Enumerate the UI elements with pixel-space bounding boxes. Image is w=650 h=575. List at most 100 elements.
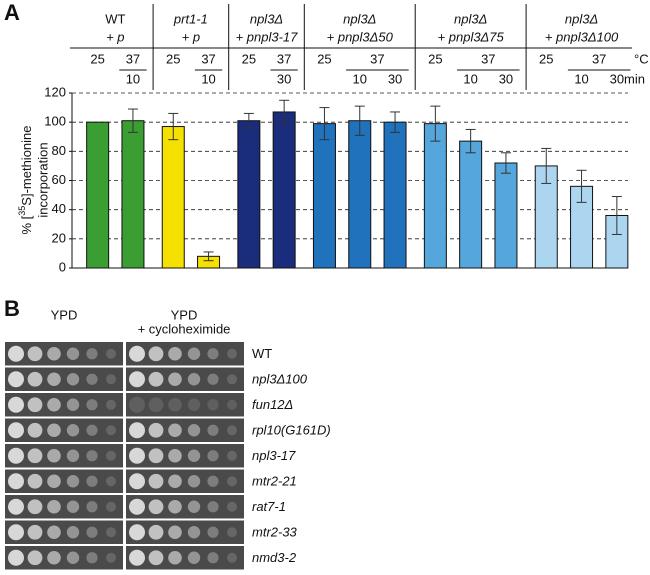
spot: [227, 348, 237, 359]
y-tick-label: 40: [52, 201, 66, 216]
bar: [312, 123, 336, 269]
spot: [106, 399, 116, 410]
time: 30: [610, 71, 624, 86]
spot: [129, 396, 145, 413]
spot: [86, 526, 98, 538]
group-plasmid: + p: [106, 29, 124, 44]
spot: [47, 423, 61, 438]
spot: [207, 373, 219, 385]
spot: [86, 399, 98, 411]
spot: [168, 448, 182, 463]
spot: [148, 448, 164, 464]
spot: [8, 524, 24, 541]
panel-label: B: [4, 296, 20, 321]
group-name: prt1-1: [173, 11, 208, 26]
spot: [187, 373, 201, 386]
spot: [27, 524, 43, 540]
spot: [168, 372, 182, 387]
spot: [187, 424, 201, 437]
bar: [86, 121, 110, 269]
y-axis-label: % [35S]-methionine: [17, 125, 34, 234]
spot: [168, 550, 182, 565]
y-tick-label: 120: [44, 84, 66, 99]
strain-label: npl3-17: [252, 448, 296, 463]
spot: [187, 347, 201, 360]
spot: [66, 424, 80, 437]
group-name: npl3Δ: [343, 11, 376, 26]
spot: [227, 501, 237, 512]
spot: [227, 476, 237, 487]
spot: [187, 449, 201, 462]
spot: [27, 499, 43, 515]
spot: [129, 345, 145, 362]
spot: [27, 397, 43, 413]
temperature: 37: [592, 51, 606, 66]
spot: [148, 550, 164, 566]
group-name: npl3Δ: [565, 11, 598, 26]
temperature: 37: [370, 51, 384, 66]
spot: [47, 397, 61, 412]
spot: [207, 399, 219, 411]
spot: [27, 346, 43, 362]
y-tick-label: 20: [52, 230, 66, 245]
spot: [106, 552, 116, 563]
spot: [8, 422, 24, 439]
spot: [227, 450, 237, 461]
spot: [27, 422, 43, 438]
unit: °C: [634, 51, 649, 66]
spot: [207, 475, 219, 487]
temperature: 25: [166, 51, 180, 66]
strain-label: npl3Δ100: [252, 372, 308, 387]
spot: [129, 447, 145, 464]
spot: [207, 552, 219, 564]
spot: [8, 473, 24, 490]
spot: [187, 500, 201, 513]
spot: [47, 474, 61, 489]
spot: [148, 346, 164, 362]
spot: [148, 397, 164, 413]
spot: [8, 549, 24, 566]
spot: [168, 423, 182, 438]
spot: [129, 549, 145, 566]
group-plasmid: + p: [182, 29, 200, 44]
temperature: 25: [242, 51, 256, 66]
spot: [86, 501, 98, 513]
spot: [106, 374, 116, 385]
spot: [106, 501, 116, 512]
spot: [148, 473, 164, 489]
spot: [86, 424, 98, 436]
temperature: 37: [126, 51, 140, 66]
group-name: WT: [105, 11, 125, 26]
spot: [47, 346, 61, 361]
temperature: 25: [539, 51, 553, 66]
spot: [106, 450, 116, 461]
spot: [207, 526, 219, 538]
spot: [148, 499, 164, 515]
plate: [126, 393, 244, 417]
spot: [8, 371, 24, 388]
spot: [106, 348, 116, 359]
medium-label: YPD: [51, 307, 78, 322]
strain-label: fun12Δ: [252, 397, 293, 412]
spot: [187, 551, 201, 564]
spot: [148, 371, 164, 387]
spot: [207, 424, 219, 436]
strain-label: mtr2-21: [252, 474, 297, 489]
time: 10: [201, 71, 215, 86]
spot: [168, 397, 182, 412]
bar: [161, 126, 185, 269]
time: 30: [499, 71, 513, 86]
spot: [66, 475, 80, 488]
spot: [148, 524, 164, 540]
group-plasmid: + pnpl3Δ100: [545, 29, 619, 44]
group-plasmid: + pnpl3-17: [236, 29, 299, 44]
strain-label: rpl10(G161D): [252, 423, 331, 438]
spot: [227, 374, 237, 385]
temperature: 25: [428, 51, 442, 66]
temperature: 37: [277, 51, 291, 66]
bar: [272, 111, 296, 269]
medium-label: + cycloheximide: [138, 321, 231, 336]
panel-label: A: [4, 0, 20, 25]
bar: [237, 120, 261, 269]
